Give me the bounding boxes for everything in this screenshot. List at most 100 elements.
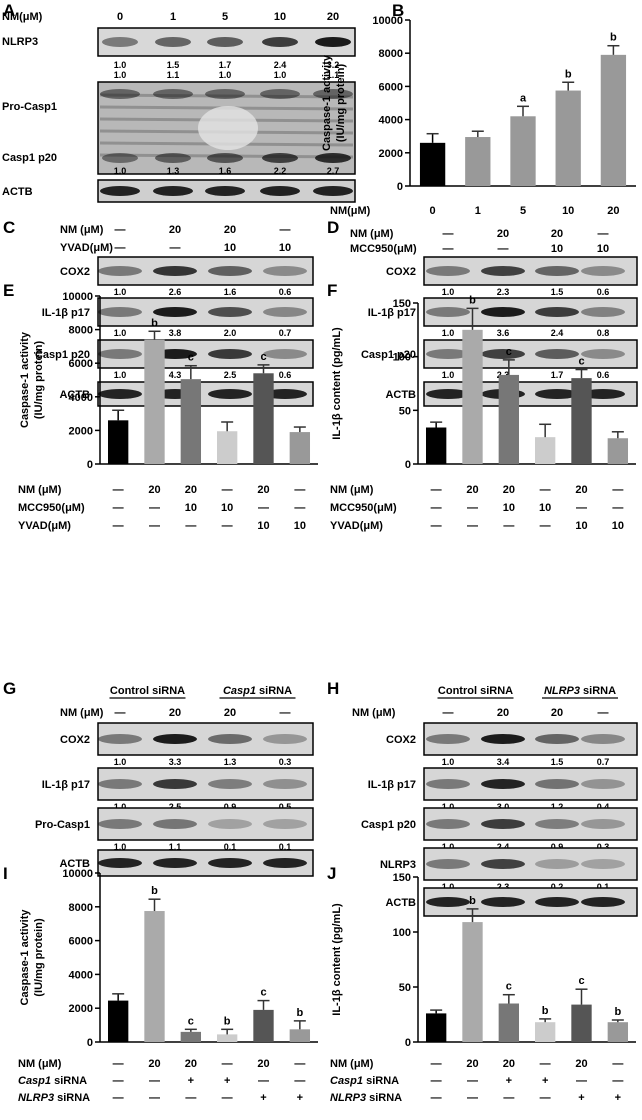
lane-header: 20: [497, 228, 509, 240]
significance-letter: c: [188, 352, 194, 364]
protein-label: Pro-Casp1: [35, 819, 90, 831]
x-row-value: —: [540, 520, 551, 532]
x-row-value: —: [431, 484, 442, 496]
x-row-label: NM(μM): [330, 205, 371, 217]
y-tick-label: 50: [399, 405, 411, 417]
quant-value: 1.6: [224, 287, 237, 297]
lane-header: —: [115, 707, 126, 719]
quant-value: 1.0: [442, 287, 455, 297]
x-row-value: 20: [148, 1058, 160, 1070]
quant-value: 1.0: [114, 166, 127, 176]
quant-value: 3.2: [327, 60, 340, 70]
x-row-label: Casp1 siRNA: [18, 1075, 87, 1087]
x-row-value: —: [294, 502, 305, 514]
x-row-label: YVAD(μM): [18, 520, 71, 532]
bar: [107, 1000, 129, 1042]
protein-label: Casp1 p20: [35, 349, 90, 361]
lane-header: —: [498, 243, 509, 255]
x-row-value: —: [467, 1075, 478, 1087]
panel-letter-C: C: [3, 218, 15, 237]
x-row-value: —: [113, 520, 124, 532]
x-row-value: 1: [475, 205, 481, 217]
blot-strip: [423, 339, 638, 369]
quant-value: 1.0: [442, 328, 455, 338]
significance-letter: b: [224, 1015, 231, 1027]
lane-header: 20: [169, 224, 181, 236]
bar: [571, 378, 592, 464]
blot-strip: [423, 767, 638, 801]
quant-value: 0.1: [224, 842, 237, 852]
y-tick-label: 0: [405, 1037, 411, 1049]
quant-value: 1.5: [551, 757, 564, 767]
significance-letter: b: [296, 1007, 303, 1019]
y-tick-label: 8000: [379, 48, 403, 60]
panel-G: G NM (μM) — 20 20 — COX2 1.0 3.3 1.3 0.3 IL-1β p17 1…: [3, 679, 314, 877]
quant-value: 3.0: [497, 802, 510, 812]
x-row-value: —: [431, 1075, 442, 1087]
y-tick-label: 150: [393, 872, 411, 884]
lane-header: 20: [224, 224, 236, 236]
quant-value: 0.6: [597, 370, 610, 380]
protein-label: COX2: [386, 734, 416, 746]
panel-letter-A: A: [3, 1, 15, 20]
protein-label: ACTB: [385, 897, 416, 909]
quant-value: 0.1: [279, 842, 292, 852]
quant-value: 1.0: [114, 802, 127, 812]
group-label: Control siRNA: [110, 685, 185, 697]
bar: [289, 432, 311, 464]
x-row-value: —: [576, 1075, 587, 1087]
x-row-value: 10: [562, 205, 574, 217]
significance-letter: a: [520, 92, 527, 104]
x-row-value: —: [431, 520, 442, 532]
x-row-value: —: [149, 1092, 160, 1104]
x-row-value: —: [222, 1058, 233, 1070]
row-label: NM (μM): [60, 224, 104, 236]
y-tick-label: 2000: [379, 148, 403, 160]
quant-value: 1.1: [167, 70, 180, 80]
lane-header: —: [170, 242, 181, 254]
panel-A: ANM(μM) 0 1 5 10 20 NLRP3 1.0 1.5 1.7 2.4 3.2 1.0 1.1…: [2, 1, 356, 203]
bar: [425, 1013, 447, 1042]
x-row-value: +: [615, 1092, 621, 1104]
bar: [180, 1031, 202, 1042]
x-row-value: +: [297, 1092, 303, 1104]
y-tick-label: 4000: [379, 115, 403, 127]
protein-label: Pro-Casp1: [2, 101, 57, 113]
x-row-value: +: [260, 1092, 266, 1104]
bar: [253, 373, 274, 464]
x-row-value: —: [185, 1092, 196, 1104]
chart-J: J 0 50 100 150 IL-1β content (pg/mL) b c b c b — 20 2…: [327, 864, 636, 1104]
x-row-value: —: [222, 520, 233, 532]
panel-letter-D: D: [327, 218, 339, 237]
y-tick-label: 0: [405, 459, 411, 471]
x-row-value: +: [188, 1075, 194, 1087]
x-row-value: —: [540, 484, 551, 496]
lane-header: —: [280, 707, 291, 719]
quant-value: 1.0: [114, 328, 127, 338]
panel-letter-J: J: [327, 864, 336, 883]
quant-value: 0.8: [597, 328, 610, 338]
blot-strip: [97, 722, 314, 756]
y-tick-label: 50: [399, 982, 411, 994]
y-tick-label: 8000: [69, 902, 93, 914]
x-row-value: —: [149, 502, 160, 514]
lane-header: 10: [274, 11, 286, 23]
x-row-value: +: [542, 1075, 548, 1087]
quant-value: 2.5: [169, 802, 182, 812]
bar: [498, 1003, 520, 1042]
quant-value: 1.3: [167, 166, 180, 176]
blot-strip: [97, 767, 314, 801]
row-label: NM (μM): [352, 707, 396, 719]
blot-strip: [423, 807, 638, 841]
x-row-value: 10: [185, 502, 197, 514]
x-row-value: —: [576, 502, 587, 514]
x-row-value: 20: [607, 205, 619, 217]
bar: [534, 1022, 556, 1042]
bar: [555, 90, 581, 186]
bar: [144, 911, 165, 1042]
x-row-value: 20: [466, 1058, 478, 1070]
x-row-label: NM (μM): [330, 1058, 374, 1070]
lane-header: 20: [327, 11, 339, 23]
bar: [462, 329, 483, 464]
protein-label: Casp1 p20: [361, 349, 416, 361]
